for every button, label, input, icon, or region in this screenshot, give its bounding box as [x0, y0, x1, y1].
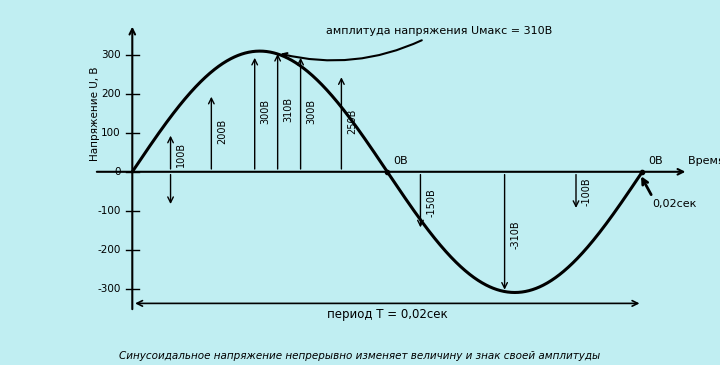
Text: 310В: 310В: [283, 96, 293, 122]
Text: период T = 0,02сек: период T = 0,02сек: [327, 308, 448, 321]
Text: амплитуда напряжения Uмакс = 310В: амплитуда напряжения Uмакс = 310В: [283, 26, 552, 60]
Text: -100В: -100В: [582, 178, 592, 206]
Text: -310В: -310В: [510, 220, 521, 249]
Text: 200: 200: [102, 89, 121, 99]
Text: Напряжение U, В: Напряжение U, В: [90, 66, 100, 161]
Text: 300В: 300В: [306, 99, 316, 124]
Text: 300В: 300В: [261, 99, 270, 124]
Text: -200: -200: [97, 245, 121, 255]
Text: Время t, с: Время t, с: [688, 156, 720, 166]
Text: 100В: 100В: [176, 142, 186, 167]
Text: 0В: 0В: [649, 156, 663, 166]
Text: Синусоидальное напряжение непрерывно изменяет величину и знак своей амплитуды: Синусоидальное напряжение непрерывно изм…: [120, 351, 600, 361]
Text: -100: -100: [97, 206, 121, 216]
Text: -150В: -150В: [426, 188, 436, 216]
Text: 0В: 0В: [394, 156, 408, 166]
Text: 0: 0: [114, 167, 121, 177]
Text: 0,02сек: 0,02сек: [652, 199, 697, 209]
Text: 200В: 200В: [217, 119, 227, 144]
Text: -300: -300: [97, 284, 121, 293]
Text: 250В: 250В: [347, 108, 357, 134]
Text: 100: 100: [102, 128, 121, 138]
Text: 300: 300: [102, 50, 121, 60]
